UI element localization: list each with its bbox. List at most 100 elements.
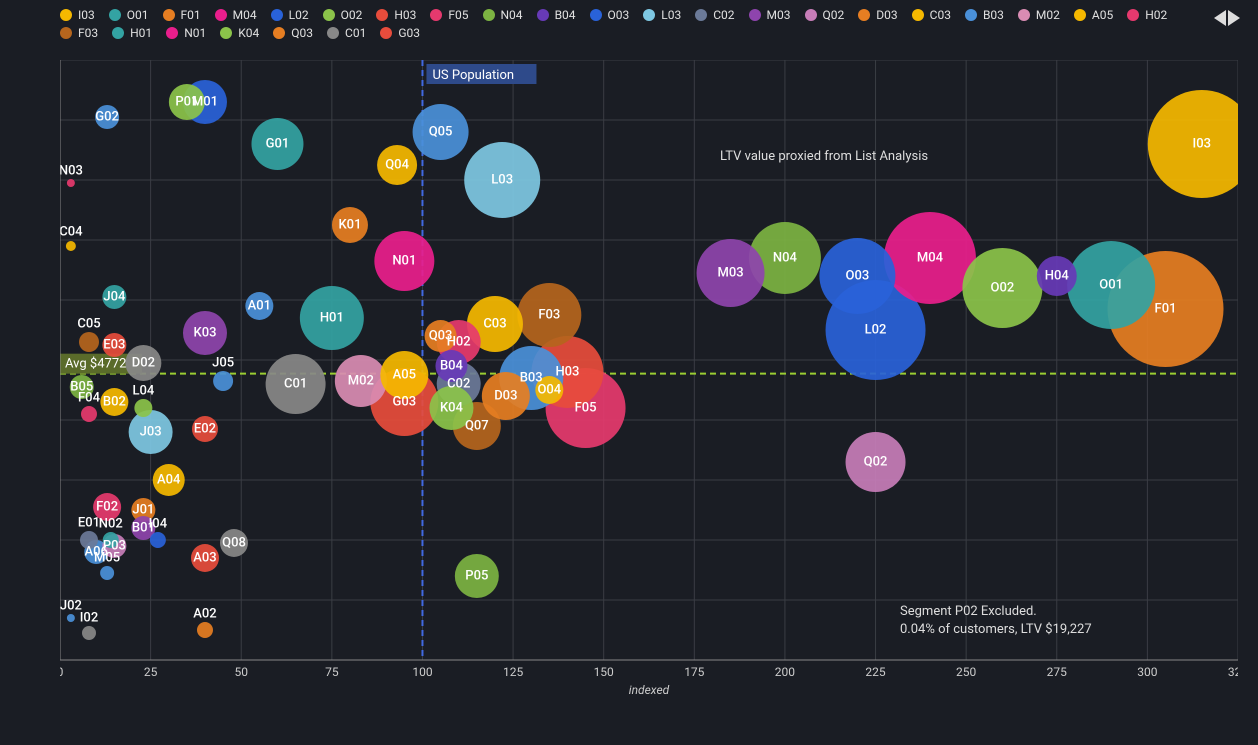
bubble-M03[interactable] [697, 239, 765, 307]
bubble-Q02[interactable] [846, 432, 906, 492]
legend-swatch-icon [912, 9, 924, 21]
bubble-H01[interactable] [300, 286, 364, 350]
bubble-J03[interactable] [129, 410, 173, 454]
bubble-label: A02 [193, 606, 216, 621]
bubble-O02[interactable] [962, 248, 1042, 328]
legend-swatch-icon [430, 9, 442, 21]
legend-item-H02[interactable]: H02 [1127, 8, 1167, 22]
bubble-B02[interactable] [100, 388, 128, 416]
legend-swatch-icon [327, 27, 339, 39]
legend-item-C01[interactable]: C01 [327, 26, 366, 40]
legend-item-L02[interactable]: L02 [271, 8, 309, 22]
legend-swatch-icon [323, 9, 335, 21]
bubble-G02[interactable] [95, 105, 119, 129]
bubble-O04[interactable] [535, 376, 563, 404]
legend-item-Q02[interactable]: Q02 [805, 8, 845, 22]
bubble-N01[interactable] [374, 231, 434, 291]
bubble-A05[interactable] [380, 351, 428, 399]
bubble-C01[interactable] [266, 354, 326, 414]
bubble-E01[interactable] [80, 531, 98, 549]
legend-swatch-icon [483, 9, 495, 21]
bubble-K01[interactable] [332, 207, 368, 243]
bubble-M05[interactable] [100, 566, 114, 580]
bubble-M04[interactable] [884, 212, 976, 304]
legend-item-F05[interactable]: F05 [430, 8, 468, 22]
legend-item-B03[interactable]: B03 [965, 8, 1004, 22]
legend-item-N04[interactable]: N04 [483, 8, 523, 22]
legend-label: D03 [876, 8, 897, 22]
bubble-B05[interactable] [70, 375, 94, 399]
bubble-A02[interactable] [197, 622, 213, 638]
legend-item-O02[interactable]: O02 [323, 8, 363, 22]
bubble-I03[interactable] [1148, 90, 1238, 198]
bubble-Q04[interactable] [377, 145, 417, 185]
bubble-label: J02 [60, 598, 82, 613]
bubble-Q05[interactable] [413, 104, 469, 160]
bubble-M02[interactable] [335, 355, 387, 407]
bubble-B04[interactable] [435, 350, 467, 382]
legend-item-B04[interactable]: B04 [537, 8, 576, 22]
bubble-F04[interactable] [81, 406, 97, 422]
bubble-F02[interactable] [93, 493, 121, 521]
legend-item-F01[interactable]: F01 [163, 8, 201, 22]
bubble-N03[interactable] [67, 179, 75, 187]
bubble-K04[interactable] [429, 386, 473, 430]
bubble-I02[interactable] [82, 626, 96, 640]
bubble-A01[interactable] [245, 292, 273, 320]
legend-swatch-icon [380, 27, 392, 39]
bubble-N02[interactable] [103, 532, 119, 548]
bubble-J02[interactable] [67, 614, 75, 622]
legend-item-D03[interactable]: D03 [858, 8, 897, 22]
bubble-E02[interactable] [192, 416, 218, 442]
bubble-A03[interactable] [191, 544, 219, 572]
x-tick-label: 125 [503, 665, 523, 679]
bubble-I04[interactable] [150, 532, 166, 548]
legend-item-C03[interactable]: C03 [912, 8, 951, 22]
legend-item-O03[interactable]: O03 [590, 8, 630, 22]
legend-item-H03[interactable]: H03 [376, 8, 416, 22]
legend-item-G03[interactable]: G03 [380, 26, 420, 40]
bubble-P05[interactable] [455, 554, 499, 598]
legend-label: O02 [341, 8, 363, 22]
legend-item-Q03[interactable]: Q03 [273, 26, 313, 40]
legend-item-L03[interactable]: L03 [643, 8, 681, 22]
bubble-J04[interactable] [102, 285, 126, 309]
legend-item-O01[interactable]: O01 [109, 8, 149, 22]
bubble-L04[interactable] [134, 399, 152, 417]
legend-label: N01 [184, 26, 206, 40]
bubble-C04[interactable] [66, 241, 76, 251]
bubble-E03[interactable] [102, 333, 126, 357]
legend-swatch-icon [858, 9, 870, 21]
x-tick-label: 25 [144, 665, 158, 679]
plot-area[interactable]: US PopulationAvg $4772J02I02A06E01N03C04… [60, 60, 1238, 700]
bubble-O01[interactable] [1067, 241, 1155, 329]
bubble-P01[interactable] [169, 84, 205, 120]
bubble-O03[interactable] [819, 238, 895, 314]
legend-item-A05[interactable]: A05 [1074, 8, 1113, 22]
bubble-F03[interactable] [517, 283, 581, 347]
legend-swatch-icon [590, 9, 602, 21]
legend-label: K04 [238, 26, 259, 40]
legend-item-M03[interactable]: M03 [749, 8, 791, 22]
bubble-J05[interactable] [213, 371, 233, 391]
bubble-D02[interactable] [125, 345, 161, 381]
legend-item-K04[interactable]: K04 [220, 26, 259, 40]
nav-next-icon[interactable] [1228, 10, 1240, 26]
nav-prev-icon[interactable] [1214, 10, 1226, 26]
bubble-Q03[interactable] [425, 320, 457, 352]
legend-item-M04[interactable]: M04 [215, 8, 257, 22]
legend-item-N01[interactable]: N01 [166, 26, 206, 40]
bubble-L03[interactable] [464, 142, 540, 218]
bubble-H04[interactable] [1037, 256, 1077, 296]
legend-item-C02[interactable]: C02 [695, 8, 734, 22]
legend-item-F03[interactable]: F03 [60, 26, 98, 40]
bubble-G01[interactable] [251, 118, 303, 170]
bubble-A04[interactable] [153, 464, 185, 496]
bubble-K03[interactable] [183, 311, 227, 355]
bubble-C05[interactable] [79, 332, 99, 352]
legend-item-H01[interactable]: H01 [112, 26, 152, 40]
bubble-D03[interactable] [482, 372, 530, 420]
legend-item-I03[interactable]: I03 [60, 8, 95, 22]
bubble-Q08[interactable] [220, 529, 248, 557]
legend-item-M02[interactable]: M02 [1018, 8, 1060, 22]
